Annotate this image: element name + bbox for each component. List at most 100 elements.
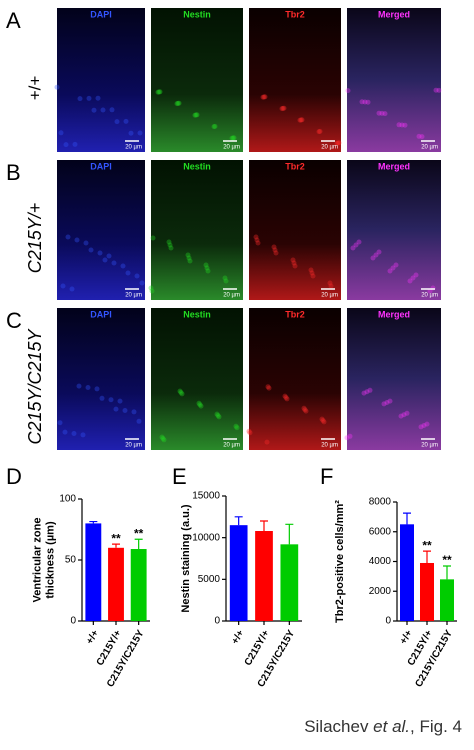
cell-speck xyxy=(345,88,351,94)
cell-speck xyxy=(387,398,393,404)
genotype-label: C215Y/C215Y xyxy=(25,327,45,444)
scale-bar-label: 20 µm xyxy=(223,293,240,299)
cell-speck xyxy=(185,252,191,258)
micrograph xyxy=(347,160,441,300)
cell-speck xyxy=(393,262,399,268)
error-bar xyxy=(403,512,411,525)
y-tick-label: 4000 xyxy=(369,556,392,567)
cell-speck xyxy=(303,408,309,414)
genotype-label: C215Y/+ xyxy=(25,203,45,274)
cell-speck xyxy=(404,410,410,416)
scale-bar-label: 20 µm xyxy=(421,293,438,299)
cell-speck xyxy=(297,117,303,123)
x-tick-label: +/+ xyxy=(398,628,415,646)
cell-speck xyxy=(109,107,115,113)
cell-speck xyxy=(223,278,229,284)
scale-bar-label: 20 µm xyxy=(125,145,142,151)
cell-speck xyxy=(390,265,396,271)
cell-speck xyxy=(94,386,100,392)
cell-speck xyxy=(125,270,131,276)
channel-label: Merged xyxy=(378,161,410,171)
cell-speck xyxy=(418,424,424,430)
y-tick-label: 0 xyxy=(214,616,220,627)
y-tick-label: 10000 xyxy=(192,532,220,543)
y-tick-label: 15000 xyxy=(192,491,220,502)
cell-speck xyxy=(291,260,297,266)
cell-speck xyxy=(234,425,240,431)
cell-speck xyxy=(160,436,166,441)
cell-speck xyxy=(204,265,210,271)
cell-speck xyxy=(376,110,382,116)
cell-speck xyxy=(272,247,278,253)
citation-italic: et al. xyxy=(373,717,410,736)
cell-speck xyxy=(65,234,71,240)
y-tick-label: 0 xyxy=(70,616,76,627)
cell-speck xyxy=(161,437,167,443)
cell-speck xyxy=(60,283,66,289)
cell-speck xyxy=(433,87,439,93)
cell-speck xyxy=(80,432,86,438)
cell-speck xyxy=(359,99,365,105)
cell-speck xyxy=(149,288,155,294)
channel-label: Nestin xyxy=(183,309,211,319)
cell-speck xyxy=(301,405,307,411)
cell-speck xyxy=(246,428,252,434)
cell-speck xyxy=(88,247,94,253)
cell-speck xyxy=(176,100,182,106)
bar xyxy=(85,523,102,621)
scale-bar-label: 20 µm xyxy=(321,293,338,299)
cell-speck xyxy=(302,407,308,413)
channel-label: Merged xyxy=(378,309,410,319)
error-bar xyxy=(443,565,451,580)
cell-speck xyxy=(174,101,180,107)
cell-speck xyxy=(57,420,63,426)
bar xyxy=(400,524,414,621)
cell-speck xyxy=(137,130,143,136)
cell-speck xyxy=(69,286,75,292)
cell-speck xyxy=(356,239,362,245)
cell-speck xyxy=(344,435,350,441)
cell-speck xyxy=(186,255,192,261)
cell-speck xyxy=(97,250,103,256)
cell-speck xyxy=(283,395,289,400)
cell-speck xyxy=(166,239,172,245)
cell-speck xyxy=(196,400,202,406)
channel-label: Tbr2 xyxy=(285,309,305,319)
cell-speck xyxy=(264,439,270,445)
bar xyxy=(108,547,124,621)
cell-speck xyxy=(108,397,114,403)
cell-speck xyxy=(120,263,126,269)
cell-speck xyxy=(361,390,367,396)
cell-speck xyxy=(192,112,198,118)
cell-speck xyxy=(416,133,422,139)
channel-label: DAPI xyxy=(90,161,112,171)
cell-speck xyxy=(382,111,388,117)
error-bar xyxy=(89,520,98,524)
cell-speck xyxy=(370,255,376,261)
micrograph xyxy=(57,8,145,152)
cell-speck xyxy=(321,419,327,425)
cell-speck xyxy=(247,430,253,436)
cell-speck xyxy=(194,112,200,118)
cell-speck xyxy=(113,406,119,412)
error-bar xyxy=(260,520,268,531)
cell-speck xyxy=(253,234,259,240)
bar xyxy=(420,562,434,621)
micrograph xyxy=(347,8,441,152)
bar xyxy=(280,544,299,621)
cell-speck xyxy=(401,412,407,418)
citation-author: Silachev xyxy=(304,717,373,736)
cell-speck xyxy=(379,110,385,116)
significance: ** xyxy=(111,531,121,545)
cell-speck xyxy=(373,252,379,258)
cell-speck xyxy=(436,87,442,93)
significance: ** xyxy=(422,538,432,552)
micrograph xyxy=(57,308,145,450)
channel-label: Tbr2 xyxy=(285,161,305,171)
cell-speck xyxy=(114,119,120,125)
x-tick-label: +/+ xyxy=(230,628,247,646)
cell-speck xyxy=(266,385,272,391)
cell-speck xyxy=(398,413,404,419)
x-tick-label: +/+ xyxy=(84,628,101,646)
cell-speck xyxy=(284,396,290,402)
